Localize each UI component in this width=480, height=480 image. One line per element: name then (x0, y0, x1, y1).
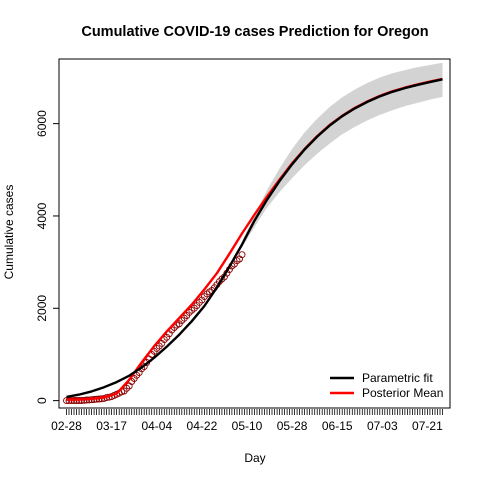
fit-lines-layer (66, 77, 443, 401)
x-tick-label: 05-10 (232, 419, 263, 433)
x-tick-label: 04-22 (187, 419, 218, 433)
parametric-fit-line (66, 78, 443, 399)
legend-label-posterior-mean: Posterior Mean (362, 386, 443, 400)
x-axis: 02-28 03-17 04-04 04-22 05-10 05-28 06-15 07-03… (51, 409, 443, 433)
y-axis: 0 2000 4000 6000 (35, 110, 60, 404)
x-tick-label: 07-21 (412, 419, 443, 433)
posterior-mean-line (66, 77, 443, 401)
x-tick-label: 04-04 (141, 419, 172, 433)
x-tick-label: 02-28 (51, 419, 82, 433)
x-tick-label: 06-15 (322, 419, 353, 433)
x-axis-label: Day (244, 451, 265, 465)
observed-points-layer (63, 251, 246, 405)
observed-point (163, 333, 171, 341)
y-axis-label: Cumulative cases (2, 185, 16, 280)
observed-point (238, 251, 246, 259)
credible-band-layer (242, 62, 443, 248)
y-tick-label: 0 (35, 397, 49, 404)
legend-label-parametric-fit: Parametric fit (362, 371, 433, 385)
y-tick-label: 6000 (35, 110, 49, 137)
x-tick-label: 03-17 (96, 419, 127, 433)
y-tick-label: 4000 (35, 202, 49, 229)
observed-point (198, 296, 206, 304)
legend: Parametric fit Posterior Mean (330, 371, 443, 400)
credible-band (242, 62, 443, 248)
y-tick-label: 2000 (35, 295, 49, 322)
plot-frame (58, 58, 451, 409)
x-tick-label: 07-03 (367, 419, 398, 433)
x-tick-label: 05-28 (277, 419, 308, 433)
chart-title: Cumulative COVID-19 cases Prediction for… (81, 24, 428, 40)
